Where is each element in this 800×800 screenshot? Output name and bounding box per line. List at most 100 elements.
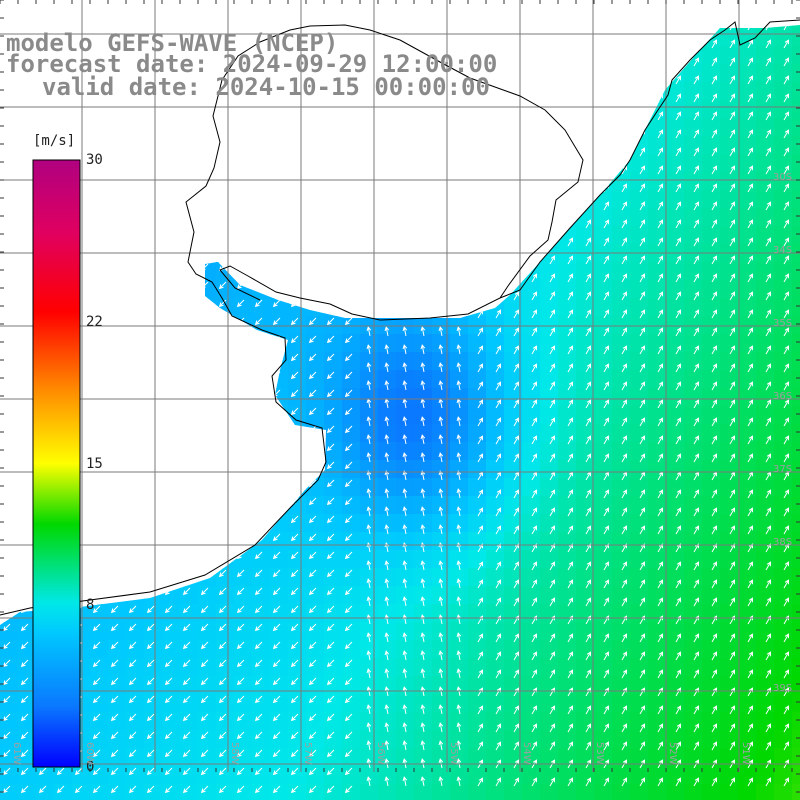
wind-speed-cell <box>162 352 181 371</box>
wind-arrow <box>621 525 628 535</box>
wind-arrow <box>711 435 718 445</box>
wind-speed-cell <box>648 172 667 191</box>
wind-speed-cell <box>738 280 757 299</box>
wind-speed-cell <box>288 460 307 479</box>
wind-speed-cell <box>108 226 127 245</box>
wind-speed-cell <box>540 262 559 281</box>
wind-arrow <box>20 245 29 254</box>
wind-speed-cell <box>450 442 469 461</box>
wind-arrow <box>567 705 574 715</box>
wind-arrow <box>146 677 155 686</box>
wind-speed-cell <box>306 442 325 461</box>
wind-speed-cell <box>252 388 271 407</box>
wind-arrow <box>783 525 790 535</box>
wind-arrow <box>675 183 682 193</box>
wind-speed-cell <box>396 532 415 551</box>
wind-arrow <box>402 470 408 481</box>
wind-arrow <box>456 308 462 319</box>
wind-speed-cell <box>450 334 469 353</box>
wind-speed-cell <box>0 118 19 137</box>
wind-speed-cell <box>594 262 613 281</box>
wind-speed-cell <box>756 694 775 713</box>
wind-speed-cell <box>90 25 109 29</box>
wind-arrow <box>146 443 155 452</box>
wind-arrow <box>603 255 610 265</box>
wind-speed-cell <box>522 694 541 713</box>
wind-arrow <box>747 723 754 733</box>
wind-speed-cell <box>522 28 541 47</box>
wind-arrow <box>495 183 502 193</box>
wind-speed-cell <box>576 262 595 281</box>
wind-speed-cell <box>486 766 505 785</box>
wind-speed-cell <box>216 25 235 29</box>
wind-speed-cell <box>450 694 469 713</box>
wind-speed-cell <box>216 226 235 245</box>
wind-arrow <box>146 569 155 578</box>
wind-speed-cell <box>684 280 703 299</box>
wind-speed-cell <box>756 424 775 443</box>
wind-arrow <box>549 165 556 175</box>
wind-speed-cell <box>774 712 793 731</box>
wind-speed-cell <box>396 496 415 515</box>
wind-arrow <box>366 578 372 589</box>
wind-speed-cell <box>126 334 145 353</box>
wind-speed-cell <box>666 766 685 785</box>
wind-arrow <box>92 371 101 380</box>
wind-speed-cell <box>756 82 775 101</box>
wind-arrow <box>308 569 317 578</box>
wind-arrow <box>675 525 682 535</box>
wind-arrow <box>657 165 664 175</box>
wind-arrow <box>290 515 299 524</box>
wind-arrow <box>456 380 462 391</box>
wind-arrow <box>567 39 574 49</box>
wind-arrow <box>290 407 299 416</box>
wind-arrow <box>513 291 520 301</box>
wind-arrow <box>783 507 790 517</box>
wind-speed-cell <box>702 406 721 425</box>
wind-arrow <box>438 740 444 751</box>
wind-speed-cell <box>720 640 739 659</box>
wind-arrow <box>477 183 484 193</box>
wind-speed-cell <box>432 136 451 155</box>
wind-arrow <box>567 75 574 85</box>
wind-arrow <box>402 110 408 121</box>
wind-arrow <box>182 713 191 722</box>
wind-speed-cell <box>468 352 487 371</box>
wind-speed-cell <box>540 136 559 155</box>
wind-speed-cell <box>396 190 415 209</box>
wind-speed-cell <box>432 280 451 299</box>
wind-arrow <box>20 371 29 380</box>
wind-arrow <box>20 209 29 218</box>
wind-arrow <box>456 740 462 751</box>
wind-arrow <box>218 605 227 614</box>
wind-speed-cell <box>414 766 433 785</box>
wind-arrow <box>438 146 444 157</box>
wind-arrow <box>146 659 155 668</box>
wind-speed-cell <box>792 478 800 497</box>
wind-arrow <box>420 128 426 139</box>
wind-arrow <box>495 255 502 265</box>
wind-arrow <box>308 587 317 596</box>
wind-speed-cell <box>144 532 163 551</box>
wind-speed-cell <box>144 568 163 587</box>
wind-speed-cell <box>666 640 685 659</box>
wind-speed-cell <box>216 496 235 515</box>
wind-speed-cell <box>180 496 199 515</box>
wind-speed-cell <box>162 478 181 497</box>
wind-speed-cell <box>738 586 757 605</box>
wind-arrow <box>420 668 426 679</box>
wind-arrow <box>218 749 227 758</box>
wind-arrow <box>20 461 29 470</box>
wind-speed-cell <box>162 136 181 155</box>
wind-arrow <box>747 633 754 643</box>
wind-speed-cell <box>378 424 397 443</box>
wind-speed-cell <box>108 478 127 497</box>
wind-arrow <box>438 686 444 697</box>
model-title: modelo GEFS-WAVE (NCEP) <box>6 29 339 57</box>
wind-arrow <box>20 623 29 632</box>
wind-speed-cell <box>180 550 199 569</box>
wind-speed-cell <box>198 298 217 317</box>
wind-speed-cell <box>702 118 721 137</box>
wind-speed-cell <box>738 712 757 731</box>
wind-speed-cell <box>666 784 685 800</box>
